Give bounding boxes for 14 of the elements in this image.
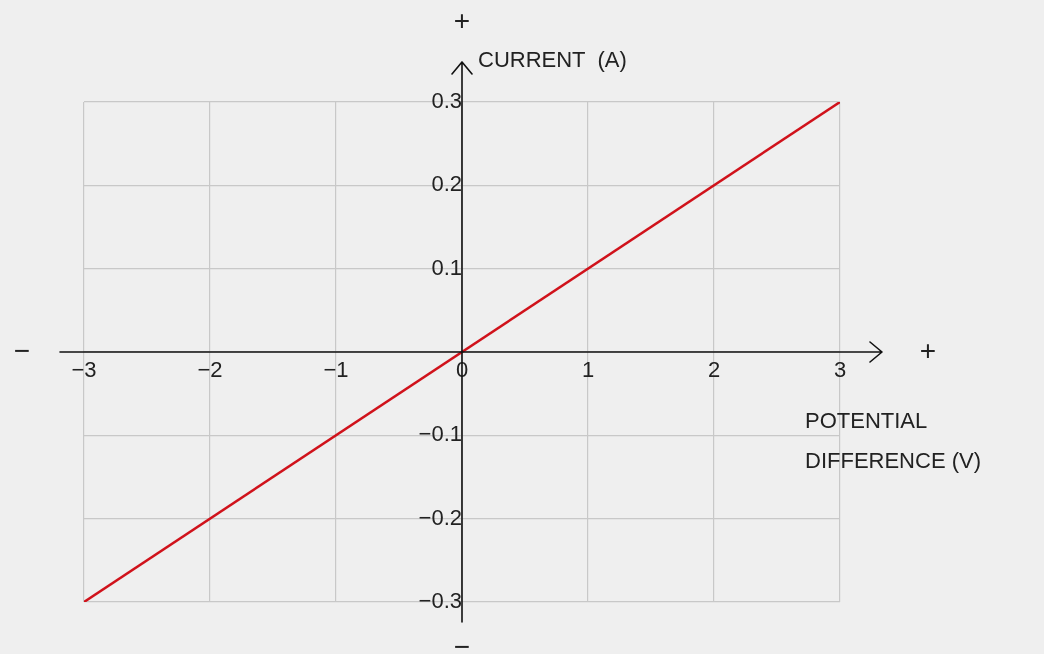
x-tick-label: −3 xyxy=(71,357,97,383)
text: − xyxy=(13,334,31,366)
text: − xyxy=(453,630,471,654)
x-tick-label: −1 xyxy=(323,357,349,383)
x-tick-label: 1 xyxy=(581,357,595,383)
x-tick-label: 3 xyxy=(833,357,847,383)
text: + xyxy=(919,334,937,366)
x-axis-title: POTENTIAL DIFFERENCE (V) xyxy=(805,408,981,474)
y-tick-label: −0.1 xyxy=(418,421,462,447)
y-tick-label: −0.2 xyxy=(418,504,462,530)
x-tick-label: 2 xyxy=(707,357,721,383)
y-tick-label: −0.3 xyxy=(418,588,462,614)
x-tick-label: −2 xyxy=(197,357,223,383)
text: + xyxy=(453,4,471,36)
